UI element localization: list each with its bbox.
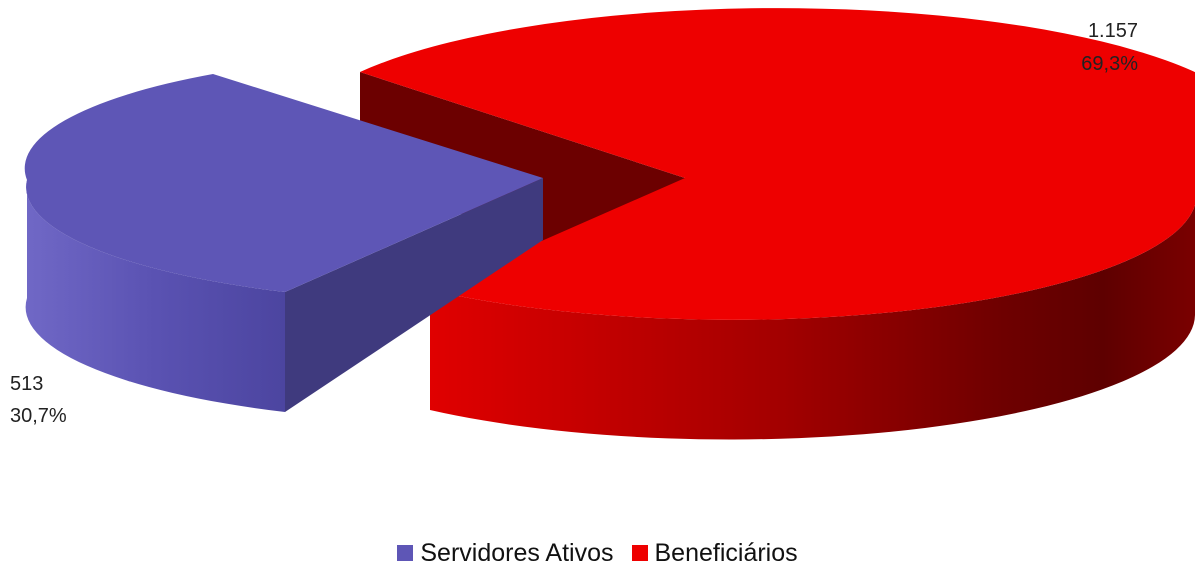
legend: Servidores Ativos Beneficiários	[0, 536, 1195, 570]
label-servidores-ativos-percent: 30,7%	[10, 405, 67, 427]
label-beneficiarios-percent: 69,3%	[1081, 53, 1138, 75]
slice-servidores-ativos-side	[25, 180, 286, 412]
legend-swatch-beneficiarios	[631, 545, 648, 561]
slice-beneficiarios-side	[430, 205, 1195, 440]
legend-item-beneficiarios: Beneficiários	[631, 538, 798, 568]
slice-servidores-ativos-cut-face	[285, 178, 543, 412]
label-beneficiarios-value: 1.157	[1088, 20, 1138, 42]
label-servidores-ativos-value: 513	[10, 373, 43, 395]
slice-servidores-ativos-top	[24, 74, 543, 292]
legend-label-servidores-ativos: Servidores Ativos	[420, 538, 614, 567]
slice-beneficiarios-top	[360, 8, 1195, 320]
slice-servidores-ativos	[24, 74, 543, 412]
legend-item-servidores-ativos: Servidores Ativos	[397, 538, 614, 568]
legend-swatch-servidores-ativos	[397, 545, 414, 561]
legend-label-beneficiarios: Beneficiários	[654, 538, 798, 567]
